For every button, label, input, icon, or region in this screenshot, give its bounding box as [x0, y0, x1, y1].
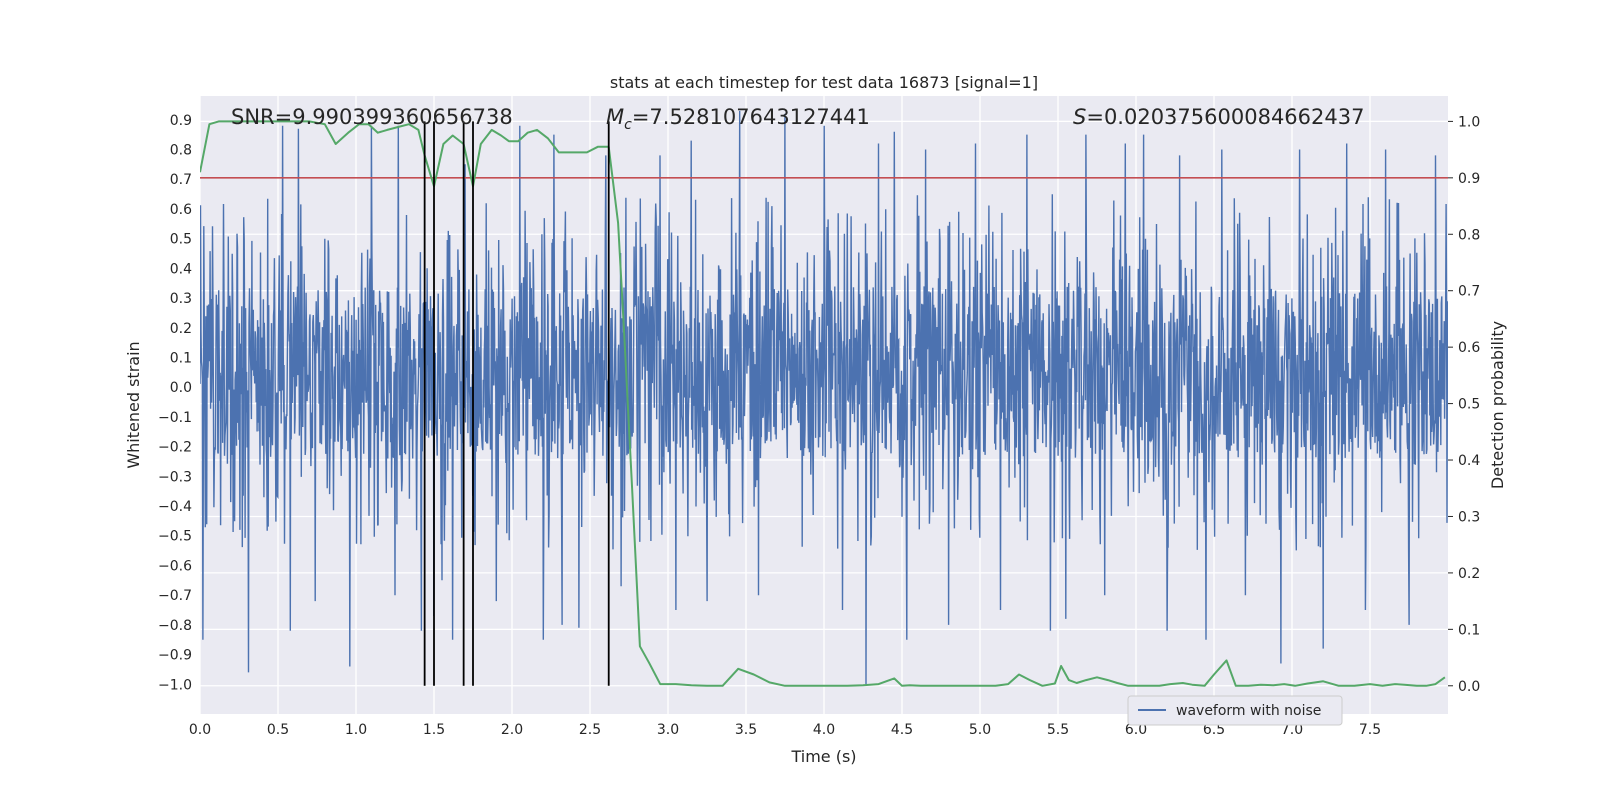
x-tick-label: 4.0 — [813, 722, 835, 738]
left-y-tick-label: −0.1 — [158, 410, 192, 426]
chirp-mass-annotation: Mc=7.528107643127441 — [606, 105, 870, 133]
left-y-tick-label: 0.9 — [170, 113, 192, 129]
left-y-tick-label: −0.2 — [158, 440, 192, 456]
x-tick-label: 4.5 — [891, 722, 913, 738]
left-y-tick-label: −0.9 — [158, 648, 192, 664]
probability-line — [200, 120, 1446, 687]
right-y-tick-label: 0.5 — [1458, 397, 1480, 413]
legend-label: waveform with noise — [1176, 703, 1321, 719]
left-y-tick-labels: 0.9 0.8 0.7 0.6 0.5 0.4 0.3 0.2 0.1 0.0 −0.1 −0.2 −0… — [158, 113, 192, 694]
chart-title: stats at each timestep for test data 168… — [610, 73, 1038, 92]
x-tick-label: 5.0 — [969, 722, 991, 738]
x-tick-label: 6.0 — [1125, 722, 1147, 738]
chirp-mass-subscript: c — [624, 117, 632, 133]
right-y-tick-label: 0.1 — [1458, 622, 1480, 638]
right-y-tick-label: 0.6 — [1458, 340, 1480, 356]
strain-series — [200, 110, 1448, 685]
left-y-tick-label: −0.3 — [158, 469, 192, 485]
right-y-tick-label: 1.0 — [1458, 114, 1480, 130]
left-y-tick-label: 0.7 — [170, 172, 192, 188]
x-tick-label: 3.0 — [657, 722, 679, 738]
right-y-tick-label: 0.2 — [1458, 566, 1480, 582]
left-y-tick-label: 0.1 — [170, 350, 192, 366]
x-tick-label: 2.5 — [579, 722, 601, 738]
right-y-tick-label: 0.9 — [1458, 171, 1480, 187]
snr-annotation: SNR=9.990399360656738 — [231, 105, 513, 129]
right-y-axis-label: Detection probability — [1488, 321, 1507, 489]
probability-layer — [200, 120, 1446, 687]
s-symbol: S — [1073, 105, 1086, 129]
left-y-tick-label: −0.4 — [158, 499, 192, 515]
left-y-tick-label: 0.3 — [170, 291, 192, 307]
x-axis-label: Time (s) — [790, 747, 856, 766]
x-tick-label: 3.5 — [735, 722, 757, 738]
x-tick-label: 0.5 — [267, 722, 289, 738]
x-tick-label: 2.0 — [501, 722, 523, 738]
right-y-tick-label: 0.7 — [1458, 284, 1480, 300]
left-y-tick-label: −0.7 — [158, 588, 192, 604]
legend: waveform with noise — [1127, 695, 1343, 726]
left-y-tick-label: 0.2 — [170, 321, 192, 337]
left-y-tick-label: 0.8 — [170, 142, 192, 158]
vertical-lines — [423, 121, 610, 686]
left-y-tick-label: −0.5 — [158, 529, 192, 545]
right-y-tick-label: 0.3 — [1458, 509, 1480, 525]
right-y-tick-label: 0.8 — [1458, 227, 1480, 243]
legend-box — [1127, 695, 1343, 726]
left-y-axis-label: Whitened strain — [124, 341, 143, 468]
chirp-mass-value: =7.528107643127441 — [632, 105, 870, 129]
right-y-tick-label: 0.4 — [1458, 453, 1480, 469]
x-tick-label: 7.0 — [1281, 722, 1303, 738]
left-y-tick-label: −1.0 — [158, 677, 192, 693]
left-y-tick-label: 0.4 — [170, 261, 192, 277]
left-y-tick-label: −0.6 — [158, 558, 192, 574]
left-y-tick-label: −0.8 — [158, 618, 192, 634]
left-y-tick-label: 0.5 — [170, 232, 192, 248]
x-tick-label: 5.5 — [1047, 722, 1069, 738]
left-y-tick-label: 0.6 — [170, 202, 192, 218]
s-annotation: S=0.020375600084662437 — [1073, 105, 1364, 129]
x-tick-labels: 0.0 0.5 1.0 1.5 2.0 2.5 3.0 3.5 4.0 4.5 5.0 5.5 6.0 6… — [189, 722, 1381, 738]
x-tick-label: 0.0 — [189, 722, 211, 738]
x-tick-label: 1.0 — [345, 722, 367, 738]
chirp-mass-symbol: M — [606, 105, 624, 129]
x-tick-label: 7.5 — [1359, 722, 1381, 738]
x-tick-label: 6.5 — [1203, 722, 1225, 738]
strain-line — [200, 110, 1448, 685]
right-y-tick-labels: 1.0 0.9 0.8 0.7 0.6 0.5 0.4 0.3 0.2 0.1 0.0 — [1448, 114, 1480, 695]
s-value: =0.020375600084662437 — [1086, 105, 1364, 129]
x-tick-label: 1.5 — [423, 722, 445, 738]
left-y-tick-label: 0.0 — [170, 380, 192, 396]
right-y-tick-label: 0.0 — [1458, 679, 1480, 695]
